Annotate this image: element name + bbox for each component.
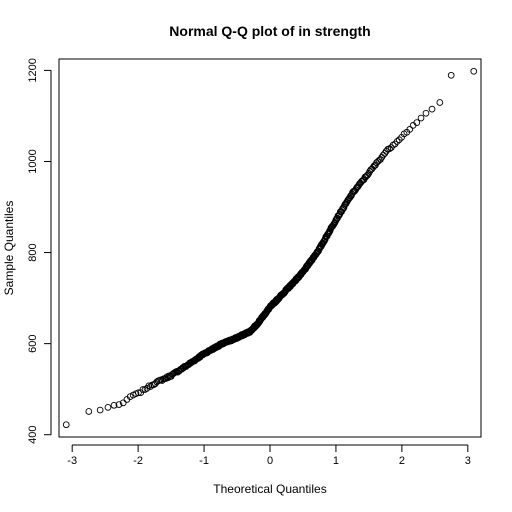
y-tick-label: 400 xyxy=(27,426,39,444)
x-tick-label: -1 xyxy=(199,455,209,467)
y-axis: 400 600 800 1000 1200 xyxy=(27,58,51,444)
x-tick-label: -2 xyxy=(133,455,143,467)
x-tick-label: -3 xyxy=(67,455,77,467)
data-points xyxy=(63,68,476,427)
data-point xyxy=(63,422,69,428)
x-tick-label: 3 xyxy=(465,455,471,467)
data-point xyxy=(105,404,111,410)
data-point xyxy=(448,72,454,78)
x-axis: -3 -2 -1 0 1 2 3 xyxy=(67,445,471,467)
y-tick-label: 600 xyxy=(27,334,39,352)
data-point xyxy=(437,100,443,106)
data-point xyxy=(423,110,429,116)
plot-area xyxy=(59,59,481,437)
data-point xyxy=(86,409,92,415)
y-tick-label: 1000 xyxy=(27,149,39,173)
x-axis-label: Theoretical Quantiles xyxy=(213,482,326,496)
y-axis-label: Sample Quantiles xyxy=(2,201,16,296)
data-point xyxy=(97,407,103,413)
x-tick-label: 2 xyxy=(399,455,405,467)
chart-title: Normal Q-Q plot of in strength xyxy=(169,23,370,39)
x-tick-label: 1 xyxy=(333,455,339,467)
data-point xyxy=(429,106,435,112)
x-tick-label: 0 xyxy=(267,455,273,467)
data-point xyxy=(471,68,477,74)
y-tick-label: 800 xyxy=(27,243,39,261)
data-point xyxy=(418,115,424,121)
y-tick-label: 1200 xyxy=(27,58,39,82)
